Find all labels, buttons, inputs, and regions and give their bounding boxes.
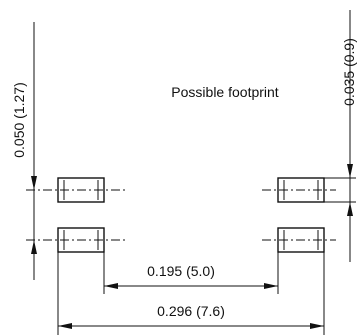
pitch-label: 0.050 (1.27): [11, 82, 27, 158]
pad-height-label: 0.035 (0.9): [341, 38, 357, 106]
outer-span-label: 0.296 (7.6): [157, 303, 225, 319]
inner-span-label: 0.195 (5.0): [147, 263, 215, 279]
footprint-title: Possible footprint: [171, 84, 279, 100]
